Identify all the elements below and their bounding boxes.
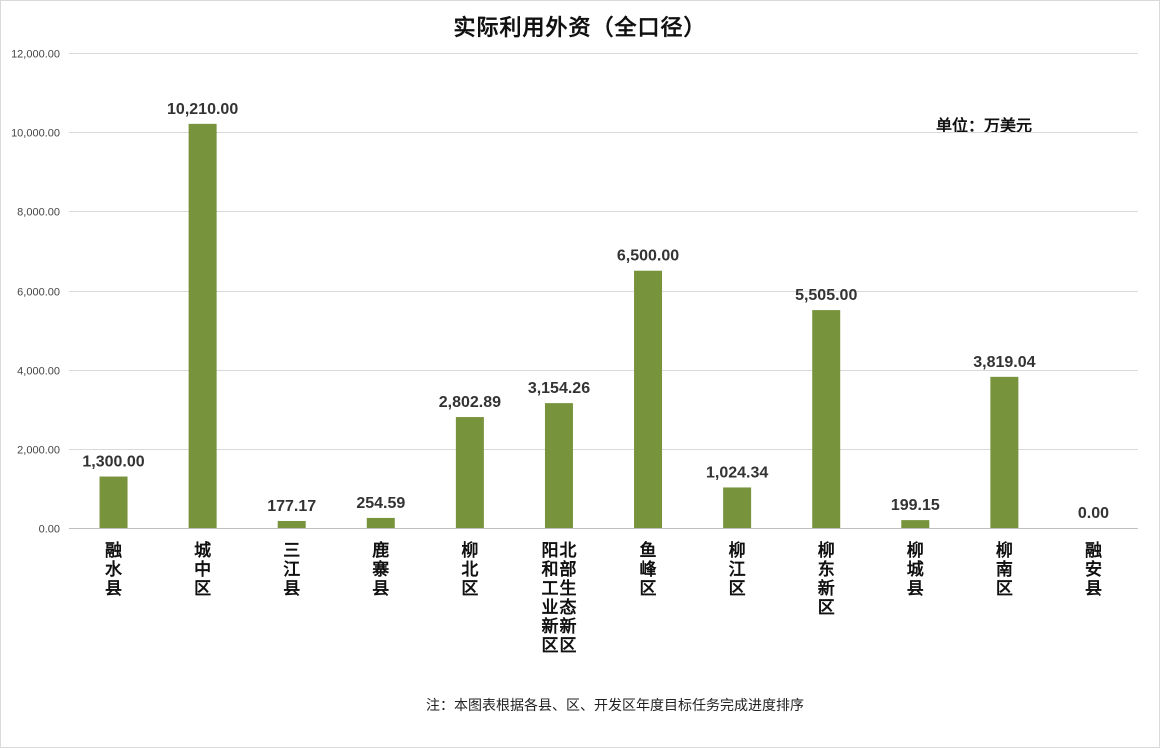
category-label: 城中区 bbox=[194, 541, 211, 599]
chart-footnote: 注：本图表根据各县、区、开发区年度目标任务完成进度排序 bbox=[426, 698, 804, 714]
data-label: 5,505.00 bbox=[795, 287, 857, 304]
category-label: 融安县 bbox=[1085, 541, 1102, 599]
data-label: 3,154.26 bbox=[528, 380, 590, 397]
y-tick-label: 10,000.00 bbox=[11, 128, 60, 140]
data-label: 0.00 bbox=[1078, 505, 1109, 522]
bar bbox=[990, 376, 1019, 528]
bar bbox=[277, 520, 306, 528]
category-label: 融水县 bbox=[105, 541, 123, 599]
bar bbox=[188, 123, 217, 529]
data-label: 177.17 bbox=[267, 498, 316, 515]
bar bbox=[366, 517, 395, 528]
category-label: 柳南区 bbox=[996, 540, 1013, 599]
bar bbox=[812, 310, 841, 528]
category-label: 柳北区 bbox=[461, 540, 478, 599]
bar bbox=[455, 417, 484, 528]
category-label: 北部生态新区 bbox=[559, 541, 576, 656]
y-tick-label: 2,000.00 bbox=[17, 445, 60, 457]
bar bbox=[723, 487, 752, 528]
bar bbox=[544, 403, 573, 528]
data-label: 10,210.00 bbox=[167, 101, 238, 118]
y-tick-label: 4,000.00 bbox=[17, 366, 60, 378]
category-label: 鹿寨县 bbox=[371, 540, 389, 599]
category-label: 阳和工业新区 bbox=[541, 541, 558, 656]
chart-title: 实际利用外资（全口径） bbox=[453, 15, 707, 41]
category-label: 柳城县 bbox=[907, 540, 924, 599]
y-tick-label: 8,000.00 bbox=[17, 207, 60, 219]
data-label: 6,500.00 bbox=[617, 248, 679, 265]
bar bbox=[634, 270, 663, 528]
data-label: 2,802.89 bbox=[439, 394, 501, 411]
data-label: 3,819.04 bbox=[973, 354, 1035, 371]
y-tick-label: 6,000.00 bbox=[17, 287, 60, 299]
category-label: 鱼峰区 bbox=[640, 540, 658, 599]
bar bbox=[901, 520, 930, 528]
data-label: 1,024.34 bbox=[706, 464, 768, 481]
category-label: 三江县 bbox=[283, 541, 300, 599]
data-label: 199.15 bbox=[891, 497, 940, 514]
y-tick-label: 12,000.00 bbox=[11, 49, 60, 61]
unit-label: 单位：万美元 bbox=[936, 116, 1033, 135]
category-label: 柳东新区 bbox=[818, 540, 835, 618]
y-tick-label: 0.00 bbox=[39, 524, 60, 536]
bar bbox=[99, 476, 128, 528]
data-label: 254.59 bbox=[356, 495, 405, 512]
data-label: 1,300.00 bbox=[82, 454, 144, 471]
category-label: 柳江区 bbox=[729, 540, 746, 599]
